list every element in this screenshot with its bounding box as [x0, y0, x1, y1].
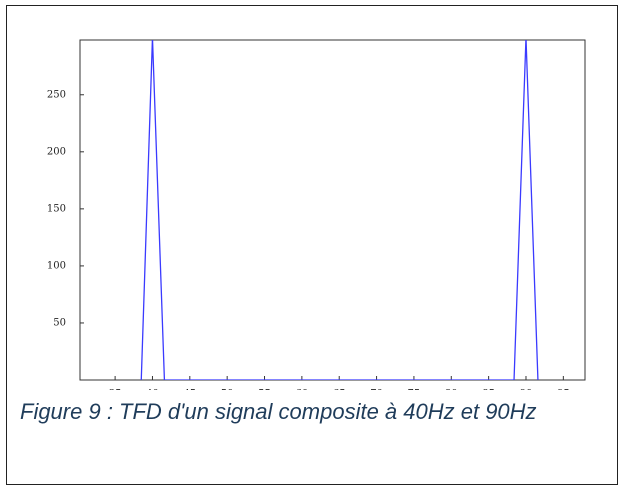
- y-tick-label: 150: [47, 203, 66, 214]
- x-tick-label: 95: [557, 389, 570, 391]
- x-tick-label: 75: [408, 389, 421, 391]
- x-tick-label: 80: [445, 389, 458, 391]
- x-tick-label: 55: [258, 389, 271, 391]
- y-tick-label: 50: [53, 317, 66, 328]
- chart: 50 100 150 200 250 35 40 45 50 55 60 65 70 75 80 85 90 95: [47, 39, 586, 391]
- line-series: [140, 40, 539, 380]
- x-tick-label: 50: [221, 389, 234, 391]
- y-tick-label: 100: [47, 260, 66, 271]
- x-tick-label: 45: [183, 389, 196, 391]
- figure-frame: [6, 5, 618, 485]
- x-tick-label: 65: [333, 389, 346, 391]
- y-tick-label: 200: [47, 146, 66, 157]
- plot-frame: [79, 39, 586, 381]
- x-tick-label: 90: [520, 389, 533, 391]
- y-tick-label: 250: [47, 89, 66, 100]
- caption: Figure 9 : TFD d'un signal composite à 4…: [20, 399, 537, 424]
- x-tick-label: 70: [370, 389, 383, 391]
- x-tick-label: 60: [296, 389, 309, 391]
- x-tick-label: 85: [482, 389, 495, 391]
- x-tick-label: 40: [146, 389, 159, 391]
- x-tick-label: 35: [109, 389, 122, 391]
